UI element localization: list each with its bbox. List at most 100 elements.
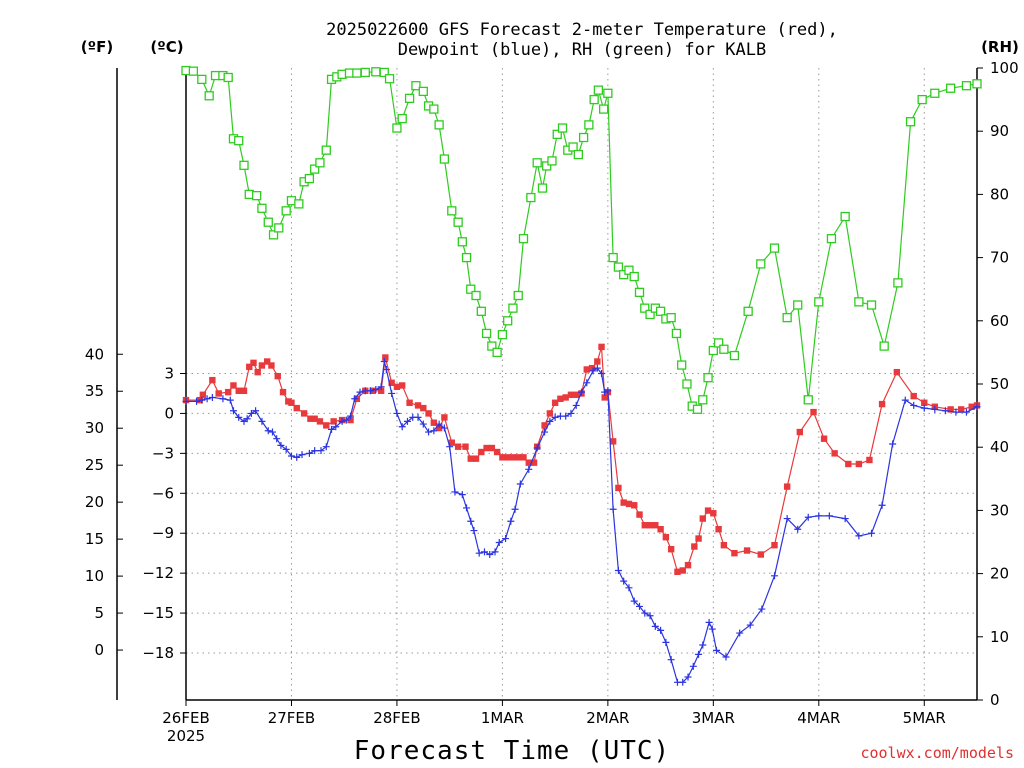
temperature-point (652, 522, 659, 529)
dewpoint-point (317, 447, 325, 455)
temperature-point (448, 439, 455, 446)
rh-point (547, 156, 557, 166)
temperature-point (493, 448, 501, 456)
date-tick-label: 2MAR (586, 709, 629, 727)
rh-point (826, 233, 837, 244)
rh-point (223, 72, 233, 83)
rh-point (321, 145, 331, 155)
temperature-point (641, 522, 648, 529)
dewpoint-point (684, 673, 692, 681)
dewpoint-point (962, 408, 970, 416)
rh-point (294, 199, 304, 209)
temperature-point (441, 414, 448, 421)
temperature-point (377, 387, 385, 394)
temperature-point (625, 500, 633, 508)
dewpoint-point (332, 423, 340, 431)
dewpoint-point (589, 367, 597, 375)
fahrenheit-tick-label: 25 (85, 456, 104, 474)
dewpoint-point (868, 529, 876, 537)
rh-point (917, 94, 927, 105)
series-dewpoint (182, 358, 981, 686)
temperature-point (311, 415, 318, 422)
dewpoint-point (380, 358, 388, 366)
rh-point (379, 67, 389, 78)
dewpoint-point (708, 625, 716, 633)
fahrenheit-tick-label: 15 (85, 530, 104, 548)
dewpoint-point (414, 413, 422, 421)
rh-point (692, 404, 703, 414)
temperature-point (631, 502, 638, 509)
rh-point (729, 350, 740, 361)
temperature-point (720, 541, 728, 549)
temperature-point (679, 567, 686, 574)
dewpoint-point (393, 409, 401, 417)
temperature-point (414, 402, 422, 409)
rh-point (593, 85, 604, 95)
temperature-point (483, 444, 490, 452)
dewpoint-point (243, 415, 251, 423)
dewpoint-point (372, 385, 380, 393)
temperature-point (783, 483, 791, 490)
dewpoint-point (901, 396, 909, 404)
temperature-point (620, 499, 627, 506)
temperature-point (541, 422, 548, 429)
temperature-point (743, 547, 751, 554)
fahrenheit-tick-label: 30 (85, 419, 104, 437)
temperature-point (546, 410, 554, 417)
dewpoint-point (377, 383, 385, 391)
rh-point (613, 262, 624, 272)
dewpoint-point (758, 605, 766, 613)
rh-tick-label: 50 (990, 375, 1009, 393)
dewpoint-point (198, 396, 206, 404)
rh-point (429, 104, 439, 114)
rh-point (234, 136, 244, 146)
dewpoint-point (258, 417, 266, 425)
rh-point (840, 211, 850, 222)
dewpoint-point (771, 572, 779, 580)
dewpoint-point (467, 517, 475, 525)
chart-title-line1: 2025022600 GFS Forecast 2-meter Temperat… (326, 20, 838, 40)
dewpoint-point (440, 424, 448, 432)
dewpoint-point (293, 453, 301, 461)
celsius-tick-label: 0 (164, 404, 174, 422)
rh-point (526, 192, 536, 203)
date-tick-label: 26FEB (162, 709, 209, 727)
rh-point (239, 160, 249, 170)
rh-point (719, 344, 729, 354)
dewpoint-point (282, 445, 290, 453)
dewpoint-point (736, 629, 744, 637)
temperature-point (406, 399, 413, 406)
temperature-point (399, 382, 406, 389)
temperature-point (525, 459, 532, 466)
temperature-point (300, 410, 308, 417)
temperature-point (684, 561, 692, 569)
series-rh (181, 65, 982, 414)
rh-point (640, 303, 650, 313)
temperature-point (646, 522, 654, 529)
series-temperature (182, 343, 981, 576)
dewpoint-point (516, 480, 524, 488)
temperature-point (662, 534, 670, 541)
rh-point (557, 123, 568, 133)
rh-point (274, 223, 284, 233)
fahrenheit-tick-label: 10 (85, 567, 104, 585)
temperature-point (420, 404, 427, 412)
temperature-point (293, 404, 300, 412)
credit-text: coolwx.com/models (860, 744, 1014, 762)
celsius-tick-label: −3 (152, 444, 174, 462)
rh-tick-label: 80 (990, 185, 1009, 203)
temperature-point (462, 443, 469, 450)
temperature-point (467, 455, 474, 462)
temperature-point (598, 343, 605, 351)
temperature-point (258, 362, 266, 369)
temperature-point (235, 387, 242, 394)
series-line-rh (185, 69, 978, 411)
temperature-point (866, 456, 873, 464)
temperature-point (264, 358, 271, 365)
temperature-point (657, 526, 664, 533)
temperature-point (224, 388, 232, 396)
dewpoint-point (430, 427, 438, 435)
rh-point (629, 271, 639, 282)
rh-tick-label: 100 (990, 59, 1019, 77)
dewpoint-point (382, 365, 390, 373)
